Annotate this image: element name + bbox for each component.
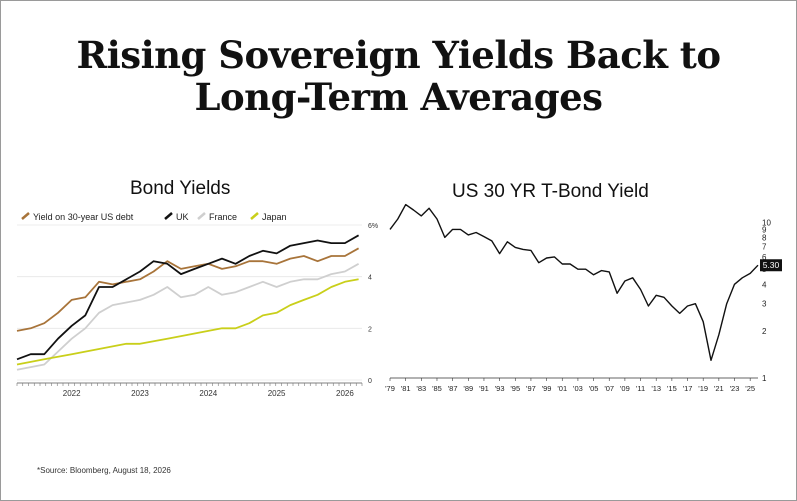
series-line-uk: [16, 234, 360, 361]
x-tick-label: '21: [714, 384, 724, 393]
x-tick-label: '97: [526, 384, 536, 393]
series-line-france: [16, 263, 360, 371]
x-tick-label: '89: [463, 384, 473, 393]
x-tick-label: '01: [557, 384, 567, 393]
y-tick-label: 2: [762, 327, 767, 336]
legend-swatch-france: [197, 212, 206, 220]
legend-label-uk: UK: [176, 212, 189, 222]
tbond-chart: 123456789105.30'79'81'83'85'87'89'91'93'…: [385, 203, 782, 393]
x-tick-label: '79: [385, 384, 395, 393]
y-tick-label: 3: [762, 300, 767, 309]
bond-yields-chart: Yield on 30-year US debt UK France Japan 0 2 4…: [16, 212, 378, 398]
x-tick-label: '25: [745, 384, 755, 393]
x-tick-label: 2024: [199, 389, 217, 398]
slide-title-line2: Long-Term Averages: [194, 75, 603, 119]
y-tick-label: 0: [368, 378, 372, 385]
y-tick-label: 7: [762, 242, 767, 251]
series-line-tbond: [389, 203, 759, 362]
x-tick-label: 2025: [268, 389, 286, 398]
x-tick-label: '05: [589, 384, 599, 393]
legend-swatch-uk: [164, 212, 173, 220]
x-tick-label: '83: [416, 384, 426, 393]
x-tick-label: '09: [620, 384, 630, 393]
x-tick-label: '93: [495, 384, 505, 393]
legend-swatch-japan: [250, 212, 259, 220]
y-tick-label: 8: [762, 233, 767, 242]
x-tick-label: 2023: [131, 389, 149, 398]
source-footnote: *Source: Bloomberg, August 18, 2026: [37, 466, 171, 475]
x-tick-label: '07: [604, 384, 614, 393]
x-tick-label: '95: [510, 384, 520, 393]
legend-label-japan: Japan: [262, 212, 287, 222]
y-tick-label: 9: [762, 225, 767, 234]
x-tick-label: '91: [479, 384, 489, 393]
y-tick-label: 6%: [368, 223, 378, 230]
x-tick-label: '11: [636, 384, 645, 393]
x-tick-label: '81: [401, 384, 411, 393]
bond-yields-title: Bond Yields: [130, 178, 231, 199]
x-tick-label: 2022: [63, 389, 81, 398]
legend-swatch-us30: [21, 212, 30, 220]
tbond-title: US 30 YR T-Bond Yield: [452, 181, 649, 202]
x-tick-label: '99: [542, 384, 552, 393]
series-line-japan: [16, 278, 359, 366]
slide-title-line1: Rising Sovereign Yields Back to: [76, 33, 721, 77]
legend-label-us30: Yield on 30-year US debt: [33, 212, 134, 222]
y-tick-label: 1: [762, 374, 767, 383]
x-tick-label: '23: [730, 384, 740, 393]
x-tick-label: 2026: [336, 389, 354, 398]
y-tick-label: 4: [368, 275, 372, 282]
x-tick-label: '87: [448, 384, 458, 393]
y-tick-label: 2: [368, 326, 372, 333]
x-tick-label: '85: [432, 384, 442, 393]
x-tick-label: '03: [573, 384, 583, 393]
x-tick-label: '15: [667, 384, 677, 393]
x-tick-label: '19: [698, 384, 708, 393]
x-tick-label: '13: [651, 384, 661, 393]
y-tick-label: 6: [762, 253, 767, 262]
series-line-us30: [16, 247, 360, 332]
x-tick-label: '17: [683, 384, 693, 393]
current-value-label: 5.30: [763, 260, 780, 270]
y-tick-label: 4: [762, 280, 767, 289]
current-value-box: [760, 259, 782, 272]
y-tick-label: 10: [762, 218, 771, 227]
legend-label-france: France: [209, 212, 237, 222]
